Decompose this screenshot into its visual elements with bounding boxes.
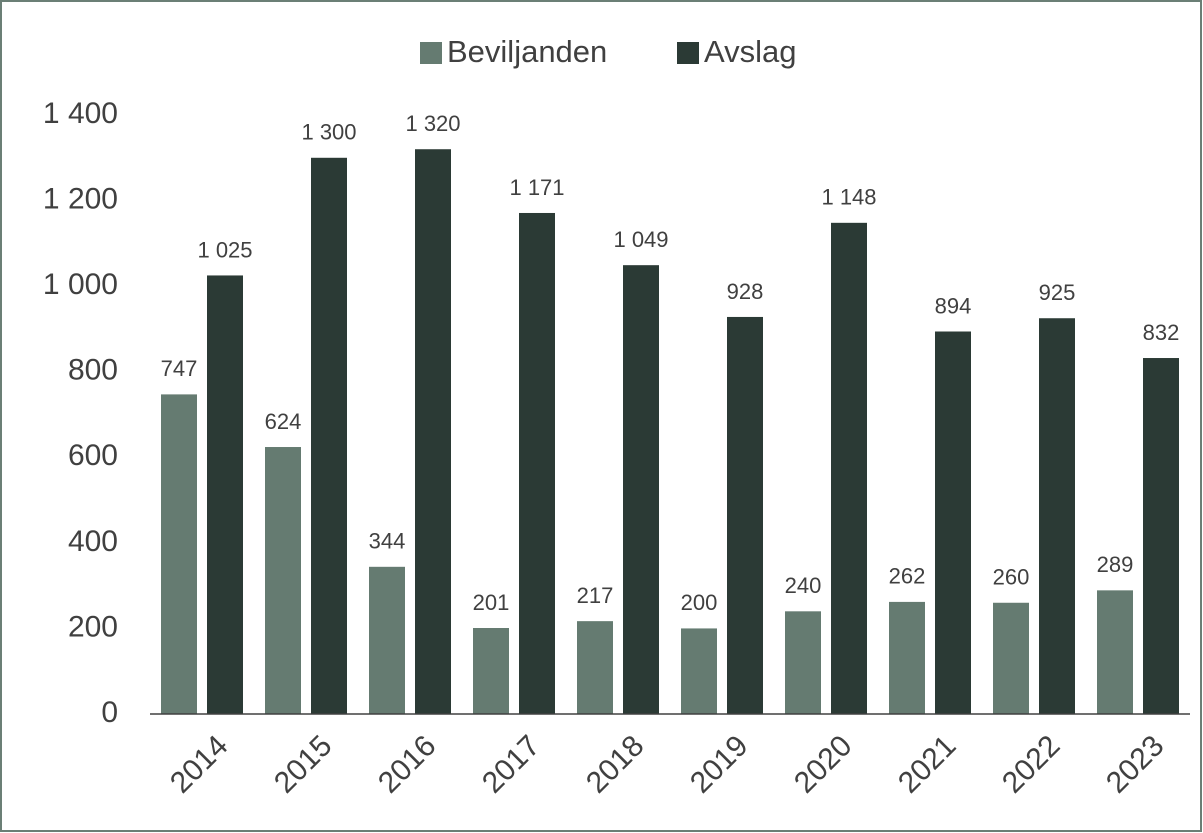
data-label: 1 300 xyxy=(301,120,356,145)
bar xyxy=(519,212,555,714)
bar xyxy=(681,628,717,714)
y-tick-label: 1 400 xyxy=(43,97,118,130)
y-tick-label: 600 xyxy=(68,439,118,472)
y-tick-label: 800 xyxy=(68,354,118,387)
bar xyxy=(311,157,347,715)
bar xyxy=(935,331,971,714)
bar xyxy=(889,601,925,714)
data-label: 1 171 xyxy=(509,175,564,200)
bar xyxy=(415,149,451,714)
data-label: 344 xyxy=(369,529,406,554)
data-label: 240 xyxy=(785,573,822,598)
bar xyxy=(1097,590,1133,714)
bar xyxy=(265,447,301,714)
data-label: 928 xyxy=(727,279,764,304)
data-label: 1 148 xyxy=(821,185,876,210)
data-label: 1 049 xyxy=(613,227,668,252)
data-label: 624 xyxy=(265,409,302,434)
data-label: 1 320 xyxy=(405,111,460,136)
y-tick-label: 1 000 xyxy=(43,268,118,301)
y-tick-label: 0 xyxy=(101,696,118,729)
bar xyxy=(1039,318,1075,714)
bar xyxy=(1143,358,1179,714)
bar xyxy=(369,566,405,714)
bar xyxy=(577,621,613,714)
bar xyxy=(623,265,659,714)
data-label: 262 xyxy=(889,564,926,589)
legend-swatch xyxy=(420,42,442,64)
data-label: 289 xyxy=(1097,552,1134,577)
bar xyxy=(727,316,763,714)
bar xyxy=(473,628,509,714)
bar xyxy=(993,602,1029,714)
data-label: 925 xyxy=(1039,280,1076,305)
bar xyxy=(161,394,197,714)
legend-label: Beviljanden xyxy=(447,34,607,69)
bar xyxy=(207,275,243,714)
y-tick-label: 1 200 xyxy=(43,182,118,215)
legend-swatch xyxy=(677,42,699,64)
data-label: 200 xyxy=(681,590,718,615)
data-label: 832 xyxy=(1143,320,1180,345)
data-label: 747 xyxy=(161,356,198,381)
y-tick-label: 400 xyxy=(68,525,118,558)
y-tick-label: 200 xyxy=(68,610,118,643)
bar xyxy=(785,611,821,714)
data-label: 201 xyxy=(473,590,510,615)
data-label: 894 xyxy=(935,293,972,318)
data-label: 217 xyxy=(577,583,614,608)
legend-label: Avslag xyxy=(704,34,797,69)
bar xyxy=(831,222,867,714)
data-label: 260 xyxy=(993,565,1030,590)
data-label: 1 025 xyxy=(197,237,252,262)
